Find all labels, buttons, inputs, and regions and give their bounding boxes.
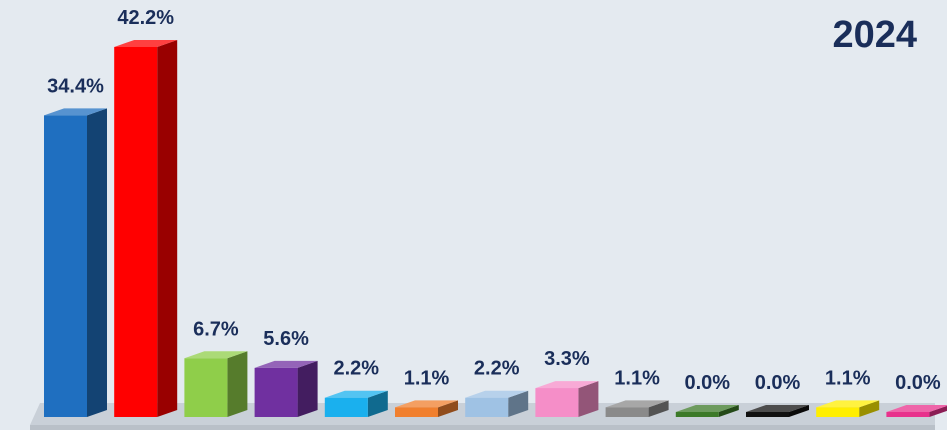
- bar-3-top: [184, 351, 248, 359]
- bar-6-front: [395, 407, 438, 417]
- bar-10-side: [718, 405, 739, 417]
- bar-13-front: [886, 412, 930, 417]
- value-label-4: 5.6%: [263, 328, 309, 350]
- bar-4-side: [297, 360, 318, 417]
- bar-9-top: [605, 400, 669, 408]
- bar-4: [254, 360, 318, 417]
- bar-3-side: [227, 351, 248, 417]
- value-label-13: 0.0%: [895, 372, 941, 394]
- bar-9-side: [648, 400, 669, 417]
- value-label-2: 42.2%: [117, 7, 174, 29]
- chart-title: 2024: [832, 14, 917, 56]
- value-label-6: 1.1%: [404, 367, 450, 389]
- value-label-11: 0.0%: [755, 372, 801, 394]
- bar-12-front: [816, 407, 860, 417]
- bar-5: [324, 390, 388, 417]
- bar-1: [44, 108, 107, 418]
- bar-11: [746, 405, 809, 417]
- value-label-8: 3.3%: [544, 348, 590, 370]
- bar-10-front: [675, 412, 719, 417]
- bar-9: [605, 400, 669, 417]
- bars-group: [44, 40, 947, 418]
- bar-1-top: [44, 108, 107, 116]
- bar-7-top: [465, 390, 529, 398]
- value-labels-group: 34.4% 42.2% 6.7% 5.6% 2.2% 1.1% 2.2% 3.3% 1.1% 0.…: [47, 7, 941, 394]
- bar-8-top: [535, 381, 599, 389]
- bar-4-top: [254, 360, 318, 368]
- bar-2-side: [157, 40, 178, 417]
- bar-6-top: [395, 400, 458, 408]
- bar-13-side: [929, 405, 947, 417]
- bar-13: [886, 405, 947, 417]
- bar-1-front: [44, 115, 87, 418]
- bar-10: [675, 405, 739, 417]
- bar-7: [465, 390, 529, 417]
- bar-5-top: [324, 390, 388, 398]
- bar-11-side: [789, 405, 809, 417]
- value-label-7: 2.2%: [474, 358, 520, 380]
- bar-2: [114, 40, 178, 417]
- value-label-10: 0.0%: [685, 372, 731, 394]
- value-label-12: 1.1%: [825, 367, 871, 389]
- bar-5-side: [367, 390, 388, 417]
- value-label-9: 1.1%: [614, 367, 660, 389]
- bar-2-top: [114, 40, 178, 47]
- bar-6: [395, 400, 458, 417]
- bar-7-front: [465, 397, 509, 417]
- bar-8-side: [578, 381, 599, 417]
- bar-2-front: [114, 47, 158, 417]
- bar-11-front: [746, 412, 789, 417]
- bar-13-top: [886, 405, 947, 412]
- bar-4-front: [254, 367, 298, 417]
- bar-10-top: [675, 405, 739, 412]
- bar-3: [184, 351, 248, 417]
- bar-12-side: [859, 400, 880, 417]
- bar-12: [816, 400, 880, 417]
- bar-6-side: [438, 400, 458, 417]
- bar-1-side: [87, 108, 107, 418]
- value-label-5: 2.2%: [334, 358, 380, 380]
- bar-3-front: [184, 358, 228, 417]
- floor-edge: [30, 425, 935, 430]
- bar-8: [535, 381, 599, 417]
- bar-9-front: [605, 407, 649, 417]
- bar-7-side: [508, 390, 529, 417]
- bar-8-front: [535, 388, 579, 417]
- bar-12-top: [816, 400, 880, 408]
- value-label-3: 6.7%: [193, 318, 239, 340]
- bar-5-front: [324, 397, 368, 417]
- value-label-1: 34.4%: [47, 75, 104, 97]
- bar-11-top: [746, 405, 809, 412]
